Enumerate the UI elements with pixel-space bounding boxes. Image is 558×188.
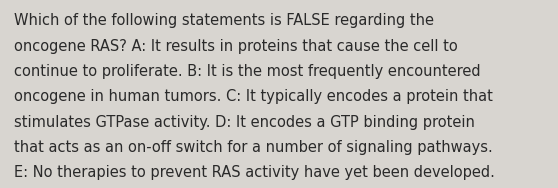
Text: oncogene in human tumors. C: It typically encodes a protein that: oncogene in human tumors. C: It typicall…: [14, 89, 493, 104]
Text: E: No therapies to prevent RAS activity have yet been developed.: E: No therapies to prevent RAS activity …: [14, 165, 495, 180]
Text: Which of the following statements is FALSE regarding the: Which of the following statements is FAL…: [14, 13, 434, 28]
Text: that acts as an on-off switch for a number of signaling pathways.: that acts as an on-off switch for a numb…: [14, 140, 493, 155]
Text: continue to proliferate. B: It is the most frequently encountered: continue to proliferate. B: It is the mo…: [14, 64, 480, 79]
Text: oncogene RAS? A: It results in proteins that cause the cell to: oncogene RAS? A: It results in proteins …: [14, 39, 458, 54]
Text: stimulates GTPase activity. D: It encodes a GTP binding protein: stimulates GTPase activity. D: It encode…: [14, 115, 475, 130]
